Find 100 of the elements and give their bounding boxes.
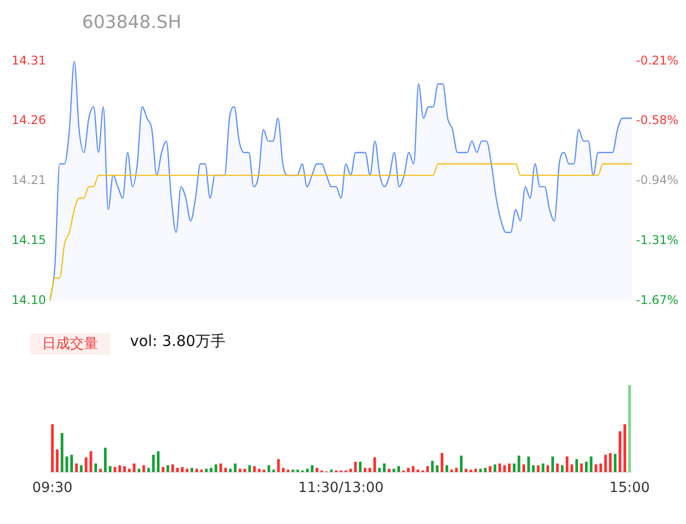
bar: [378, 468, 381, 472]
bar: [349, 468, 352, 472]
bar: [464, 468, 468, 472]
bar: [416, 470, 420, 472]
bar: [614, 454, 616, 472]
y2-tick-label: -0.94%: [636, 173, 678, 188]
text: vol: 3.80万手: [130, 332, 226, 351]
bar: [253, 466, 256, 472]
bar: [474, 468, 477, 472]
bar: [532, 465, 535, 472]
bar: [508, 463, 511, 472]
line-series: [49, 163, 633, 301]
bar: [243, 468, 246, 472]
bar: [364, 468, 366, 472]
bar: [623, 424, 626, 472]
bar: [455, 468, 458, 472]
bar: [60, 432, 64, 472]
bar: [445, 465, 448, 472]
bar: [527, 456, 530, 472]
bar: [152, 454, 155, 472]
bar: [238, 468, 242, 472]
y-tick-label: 14.26: [12, 113, 46, 128]
bar: [258, 468, 261, 472]
bar: [214, 464, 218, 472]
bar: [518, 456, 520, 472]
bar: [205, 468, 208, 472]
bar: [90, 451, 92, 472]
bar: [397, 466, 400, 472]
bar: [599, 463, 602, 472]
bar: [224, 468, 227, 472]
bar: [594, 464, 598, 472]
x-tick-label: 15:00: [609, 480, 650, 496]
y2-tick-label: -0.21%: [636, 53, 678, 68]
bar: [412, 466, 414, 472]
bar: [604, 454, 607, 472]
bar: [262, 470, 266, 472]
bar: [138, 468, 140, 472]
bar: [162, 466, 164, 472]
bar: [551, 456, 554, 472]
bar: [156, 451, 160, 472]
bar: [310, 465, 314, 472]
bar: [306, 468, 309, 472]
bar: [536, 465, 540, 472]
x-tick-label: 11:30/13:00: [298, 480, 384, 496]
bar: [556, 463, 559, 472]
bar: [460, 456, 463, 472]
bar: [566, 456, 568, 472]
bar: [99, 468, 102, 472]
x-tick-label: 09:30: [32, 480, 73, 496]
y-tick-label: 14.31: [12, 53, 46, 68]
bar: [392, 468, 396, 472]
bar: [316, 468, 318, 472]
bar: [104, 448, 107, 472]
chart-title: 603848.SH: [82, 12, 182, 33]
bar: [248, 465, 251, 472]
bar: [575, 459, 578, 472]
bar: [186, 468, 188, 472]
bar: [70, 454, 73, 472]
bar: [200, 470, 203, 472]
bar: [180, 466, 184, 472]
bar: [108, 466, 112, 472]
bar: [176, 468, 179, 472]
bar: [382, 463, 386, 472]
bar: [118, 465, 122, 472]
y2-tick-label: -1.31%: [636, 233, 678, 248]
bar: [66, 456, 68, 472]
bar: [75, 463, 78, 472]
bar: [494, 464, 496, 472]
bar: [580, 463, 583, 472]
bar: [618, 431, 622, 472]
bar: [426, 466, 429, 472]
bar: [570, 464, 574, 472]
bar: [114, 466, 116, 472]
bar: [171, 464, 174, 472]
bar: [128, 468, 131, 472]
bar: [229, 468, 232, 472]
bar: [354, 462, 357, 472]
bar: [542, 463, 544, 472]
bar: [268, 465, 270, 472]
bar: [358, 462, 362, 472]
bar: [436, 465, 439, 472]
bar: [560, 465, 564, 472]
bar: [51, 424, 54, 472]
bar: [546, 465, 550, 472]
y-tick-label: 14.21: [12, 173, 46, 188]
y2-tick-label: -1.67%: [636, 292, 678, 307]
bar: [277, 459, 280, 472]
bar: [590, 456, 592, 472]
bar: [132, 463, 136, 472]
chart-title: 日成交量: [30, 333, 110, 355]
bar: [234, 463, 237, 472]
y-tick-label: 14.10: [12, 292, 46, 307]
bar: [440, 453, 444, 472]
bar: [142, 465, 146, 472]
bar: [123, 466, 126, 472]
bar: [373, 457, 376, 472]
bar: [195, 468, 198, 472]
bar: [498, 463, 502, 472]
bar: [80, 465, 83, 472]
bar: [388, 468, 390, 472]
